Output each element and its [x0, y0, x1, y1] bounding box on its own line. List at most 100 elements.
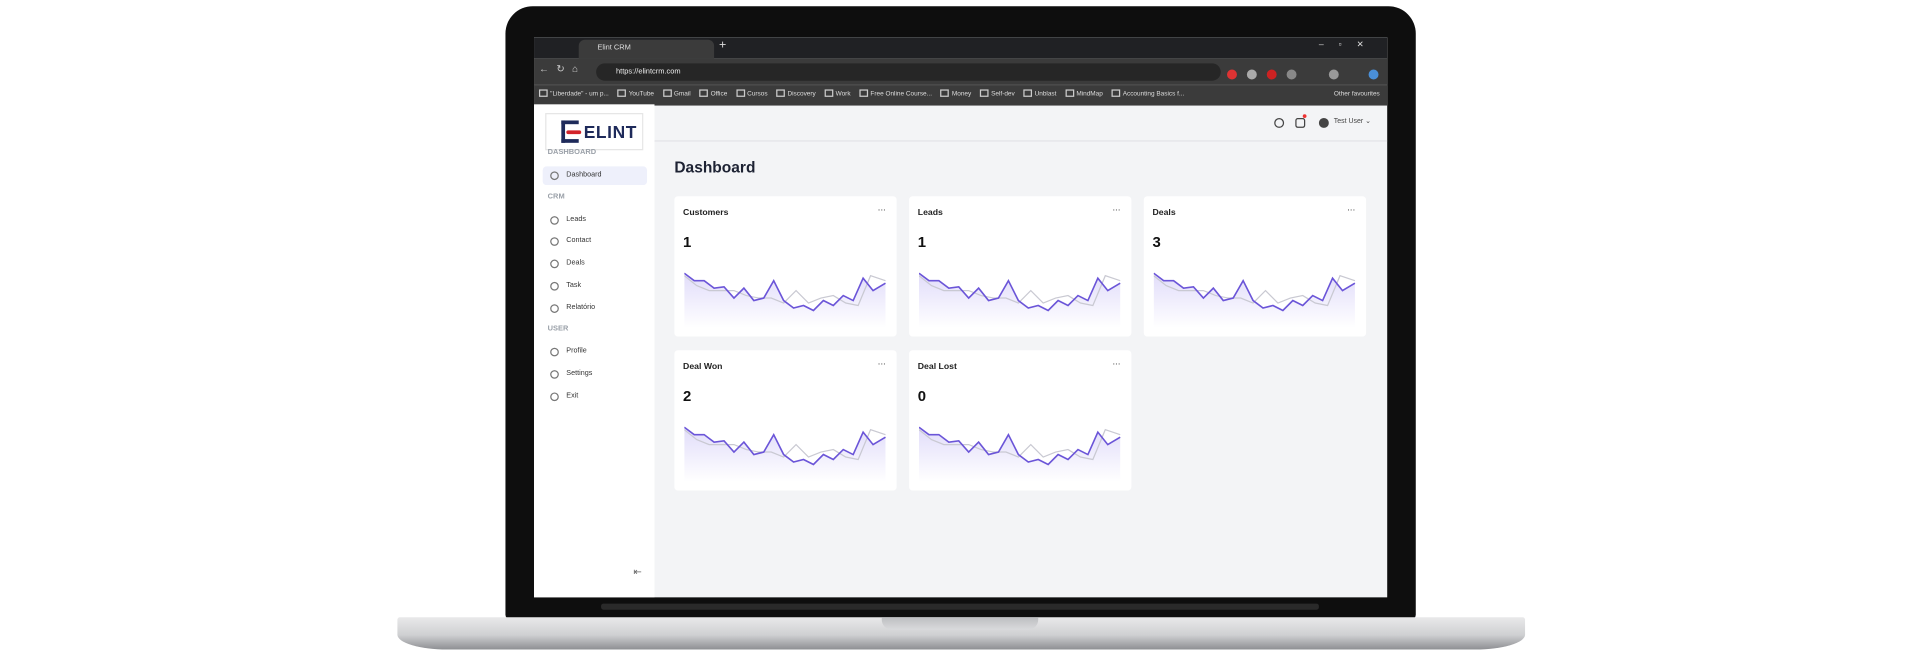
nav-item[interactable]: Relatório [566, 303, 596, 312]
logo-text: ELINT [583, 121, 638, 142]
bookmark[interactable]: Self-dev [980, 86, 1015, 105]
other-bookmarks[interactable]: Other favourites [1333, 90, 1380, 99]
nav-icon [550, 171, 559, 181]
sparkline-area [684, 427, 886, 482]
bookmark[interactable]: Free Online Course... [859, 86, 932, 105]
stat-card: Customers ··· 1 [674, 196, 897, 337]
sparkline [684, 272, 886, 328]
nav-bar: ←↻⌂ https://elintcrm.com [534, 58, 1388, 85]
collapse-button[interactable]: ⇤ [633, 566, 642, 578]
sparkline-area [919, 427, 1121, 482]
sparkline-primary [684, 426, 886, 466]
window-controls[interactable]: –▫✕ [1318, 40, 1379, 50]
sparkline [919, 272, 1121, 328]
nav-icon [550, 347, 559, 357]
sparkline-secondary [684, 274, 886, 307]
card-title: Customers [683, 208, 729, 218]
nav-buttons[interactable]: ←↻⌂ [538, 63, 586, 75]
stat-card: Deal Won ··· 2 [674, 350, 897, 491]
address-bar[interactable]: https://elintcrm.com [596, 63, 1221, 81]
bookmark[interactable]: Money [941, 86, 971, 105]
sparkline-primary [684, 272, 886, 312]
sparkline-area [919, 273, 1121, 328]
nav-icon [550, 259, 559, 269]
bookmark[interactable]: Cursos [736, 86, 767, 105]
card-title: Deal Lost [917, 362, 957, 372]
nav-item[interactable]: Leads [566, 215, 586, 224]
sparkline-area [1153, 273, 1355, 328]
bookmark[interactable]: MindMap [1065, 86, 1103, 105]
notification-icon[interactable] [1295, 117, 1306, 128]
notch [881, 617, 1039, 630]
tab-bar: Elint CRM + –▫✕ [534, 37, 1388, 59]
nav-icon [550, 237, 559, 247]
nav-icon [550, 369, 559, 379]
sparkline-primary [1153, 272, 1356, 312]
card-menu[interactable]: ··· [1346, 203, 1356, 215]
page-title: Dashboard [674, 158, 756, 177]
sparkline-secondary [919, 274, 1121, 307]
sparkline-secondary [1153, 274, 1356, 307]
bookmark[interactable]: YouTube [618, 86, 654, 105]
user-menu[interactable]: Test User ⌄ [1333, 117, 1371, 126]
hinge [601, 603, 1319, 610]
card-menu[interactable]: ··· [1112, 357, 1121, 369]
section-heading: USER [547, 325, 569, 334]
card-value: 3 [1152, 233, 1161, 251]
card-menu[interactable]: ··· [877, 203, 886, 215]
card-value: 0 [917, 387, 927, 405]
nav-icon [550, 303, 559, 313]
bookmark[interactable]: Accounting Basics f... [1112, 86, 1185, 105]
sparkline-primary [919, 426, 1121, 466]
bookmark[interactable]: "Liberdade" - um p... [539, 86, 609, 105]
bookmark[interactable]: Gmail [663, 86, 691, 105]
card-title: Deal Won [683, 362, 723, 372]
nav-item[interactable]: Dashboard [566, 171, 602, 179]
browser-tab[interactable]: Elint CRM [578, 39, 715, 59]
bookmark[interactable]: Work [824, 86, 851, 105]
card-menu[interactable]: ··· [1112, 203, 1121, 215]
card-title: Leads [917, 208, 943, 218]
section-heading: DASHBOARD [547, 149, 597, 157]
nav-item[interactable]: Profile [566, 347, 587, 356]
card-value: 2 [683, 387, 692, 405]
bookmark[interactable]: Discovery [776, 86, 815, 105]
language-icon[interactable] [1274, 117, 1285, 128]
nav-icon [550, 391, 559, 401]
nav-icon [550, 281, 559, 291]
user-avatar[interactable] [1318, 117, 1329, 128]
sparkline-secondary [684, 428, 886, 461]
nav-item[interactable]: Deals [566, 259, 585, 268]
nav-item[interactable]: Task [566, 281, 582, 290]
stat-card: Leads ··· 1 [909, 196, 1132, 337]
logo[interactable]: ELINT [545, 113, 644, 151]
extensions [1226, 65, 1381, 80]
new-tab[interactable]: + [719, 38, 727, 53]
extension-icons [1226, 69, 1379, 80]
section-heading: CRM [547, 193, 565, 201]
nav-item[interactable]: Settings [566, 369, 593, 378]
card-menu[interactable]: ··· [877, 357, 886, 369]
top-header [654, 104, 1388, 142]
sidebar: ELINT ⇤ DASHBOARD Dashboard CRM Leads Contac… [534, 104, 655, 598]
sparkline [919, 426, 1121, 482]
nav-icon [550, 215, 559, 225]
stat-card: Deals ··· 3 [1143, 196, 1367, 337]
user-name: Test User [1333, 117, 1364, 126]
active-item-bg [542, 166, 648, 186]
logo-mark [561, 120, 582, 143]
stat-card: Deal Lost ··· 0 [909, 350, 1132, 491]
bookmark[interactable]: Unblast [1023, 86, 1057, 105]
card-value: 1 [917, 233, 927, 251]
bookmarks-bar: "Liberdade" - um p... YouTube Gmail Office C… [534, 84, 1388, 106]
sparkline-area [684, 273, 886, 328]
nav-item[interactable]: Contact [566, 237, 592, 246]
bookmark[interactable]: Office [699, 86, 728, 105]
bookmark-list: "Liberdade" - um p... YouTube Gmail Office C… [539, 86, 1193, 105]
sparkline [1153, 272, 1356, 328]
nav-item[interactable]: Exit [566, 391, 579, 400]
sparkline-secondary [919, 428, 1121, 461]
card-value: 1 [683, 233, 692, 251]
sparkline [684, 426, 886, 482]
